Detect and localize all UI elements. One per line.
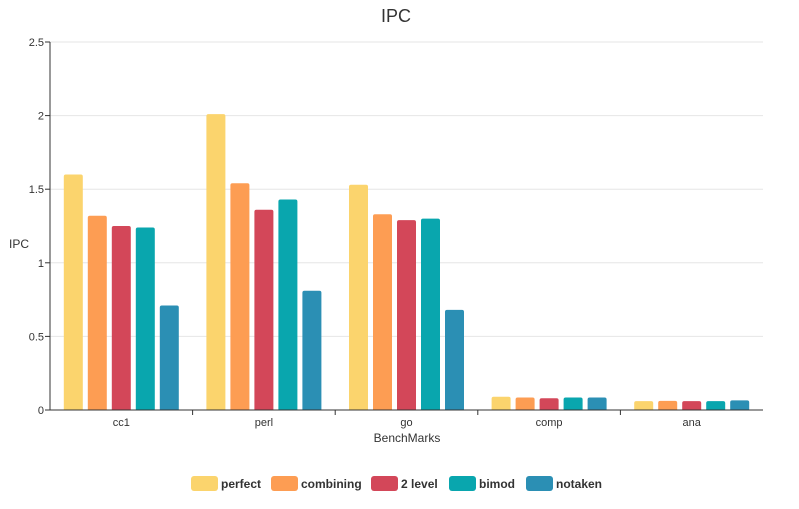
legend-swatch-notaken: [526, 476, 553, 491]
y-tick-label: 0: [38, 405, 44, 417]
bar-notaken-comp: [587, 397, 607, 410]
grid-lines: [50, 41, 763, 337]
bar-combining-comp: [515, 397, 535, 410]
x-tick-label: ana: [683, 417, 702, 429]
bar-combining-cc1: [87, 215, 107, 410]
bars: [63, 114, 750, 411]
legend: perfect combining 2 level bimod notaken: [191, 476, 602, 491]
y-tick-label: 2.5: [29, 37, 44, 49]
x-tick-label: cc1: [113, 417, 130, 429]
y-tick-label: 2: [38, 111, 44, 123]
bar-2-level-ana: [682, 401, 702, 410]
y-tick-label: 0.5: [29, 331, 44, 343]
legend-label: 2 level: [401, 477, 438, 491]
bar-bimod-cc1: [135, 227, 155, 410]
bar-notaken-cc1: [159, 305, 179, 410]
chart-title: IPC: [381, 6, 411, 26]
bar-bimod-perl: [278, 199, 298, 410]
bar-2-level-go: [397, 220, 416, 410]
bar-notaken-go: [445, 309, 464, 410]
x-tick-label: go: [400, 417, 412, 429]
legend-swatch-bimod: [449, 476, 476, 491]
bar-perfect-ana: [634, 401, 654, 410]
bar-perfect-comp: [491, 396, 511, 410]
x-tick-label: perl: [255, 417, 273, 429]
bar-notaken-perl: [302, 290, 322, 410]
legend-swatch-perfect: [191, 476, 218, 491]
y-axis: 0 0.5 1 1.5 2 2.5: [29, 37, 51, 417]
x-axis: cc1 perl go comp ana: [50, 409, 763, 429]
y-tick-label: 1.5: [29, 184, 44, 196]
bar-2-level-perl: [254, 209, 274, 410]
legend-label: combining: [301, 477, 362, 491]
legend-swatch-combining: [271, 476, 298, 491]
bar-combining-go: [373, 214, 392, 410]
legend-swatch-2-level: [371, 476, 398, 491]
bar-bimod-ana: [706, 401, 726, 410]
bar-2-level-cc1: [111, 226, 131, 410]
bar-combining-ana: [658, 400, 678, 410]
legend-label: notaken: [556, 477, 602, 491]
y-tick-label: 1: [38, 258, 44, 270]
legend-label: perfect: [221, 477, 261, 491]
bar-perfect-cc1: [63, 174, 83, 410]
x-tick-label: comp: [536, 417, 563, 429]
bar-perfect-perl: [206, 114, 226, 411]
bar-notaken-ana: [730, 400, 750, 410]
y-axis-title: IPC: [9, 237, 29, 251]
legend-label: bimod: [479, 477, 515, 491]
bar-bimod-go: [421, 218, 440, 410]
bar-bimod-comp: [563, 397, 583, 410]
bar-perfect-go: [349, 184, 368, 410]
bar-combining-perl: [230, 183, 250, 410]
x-axis-title: BenchMarks: [374, 431, 441, 445]
bar-2-level-comp: [539, 398, 559, 410]
